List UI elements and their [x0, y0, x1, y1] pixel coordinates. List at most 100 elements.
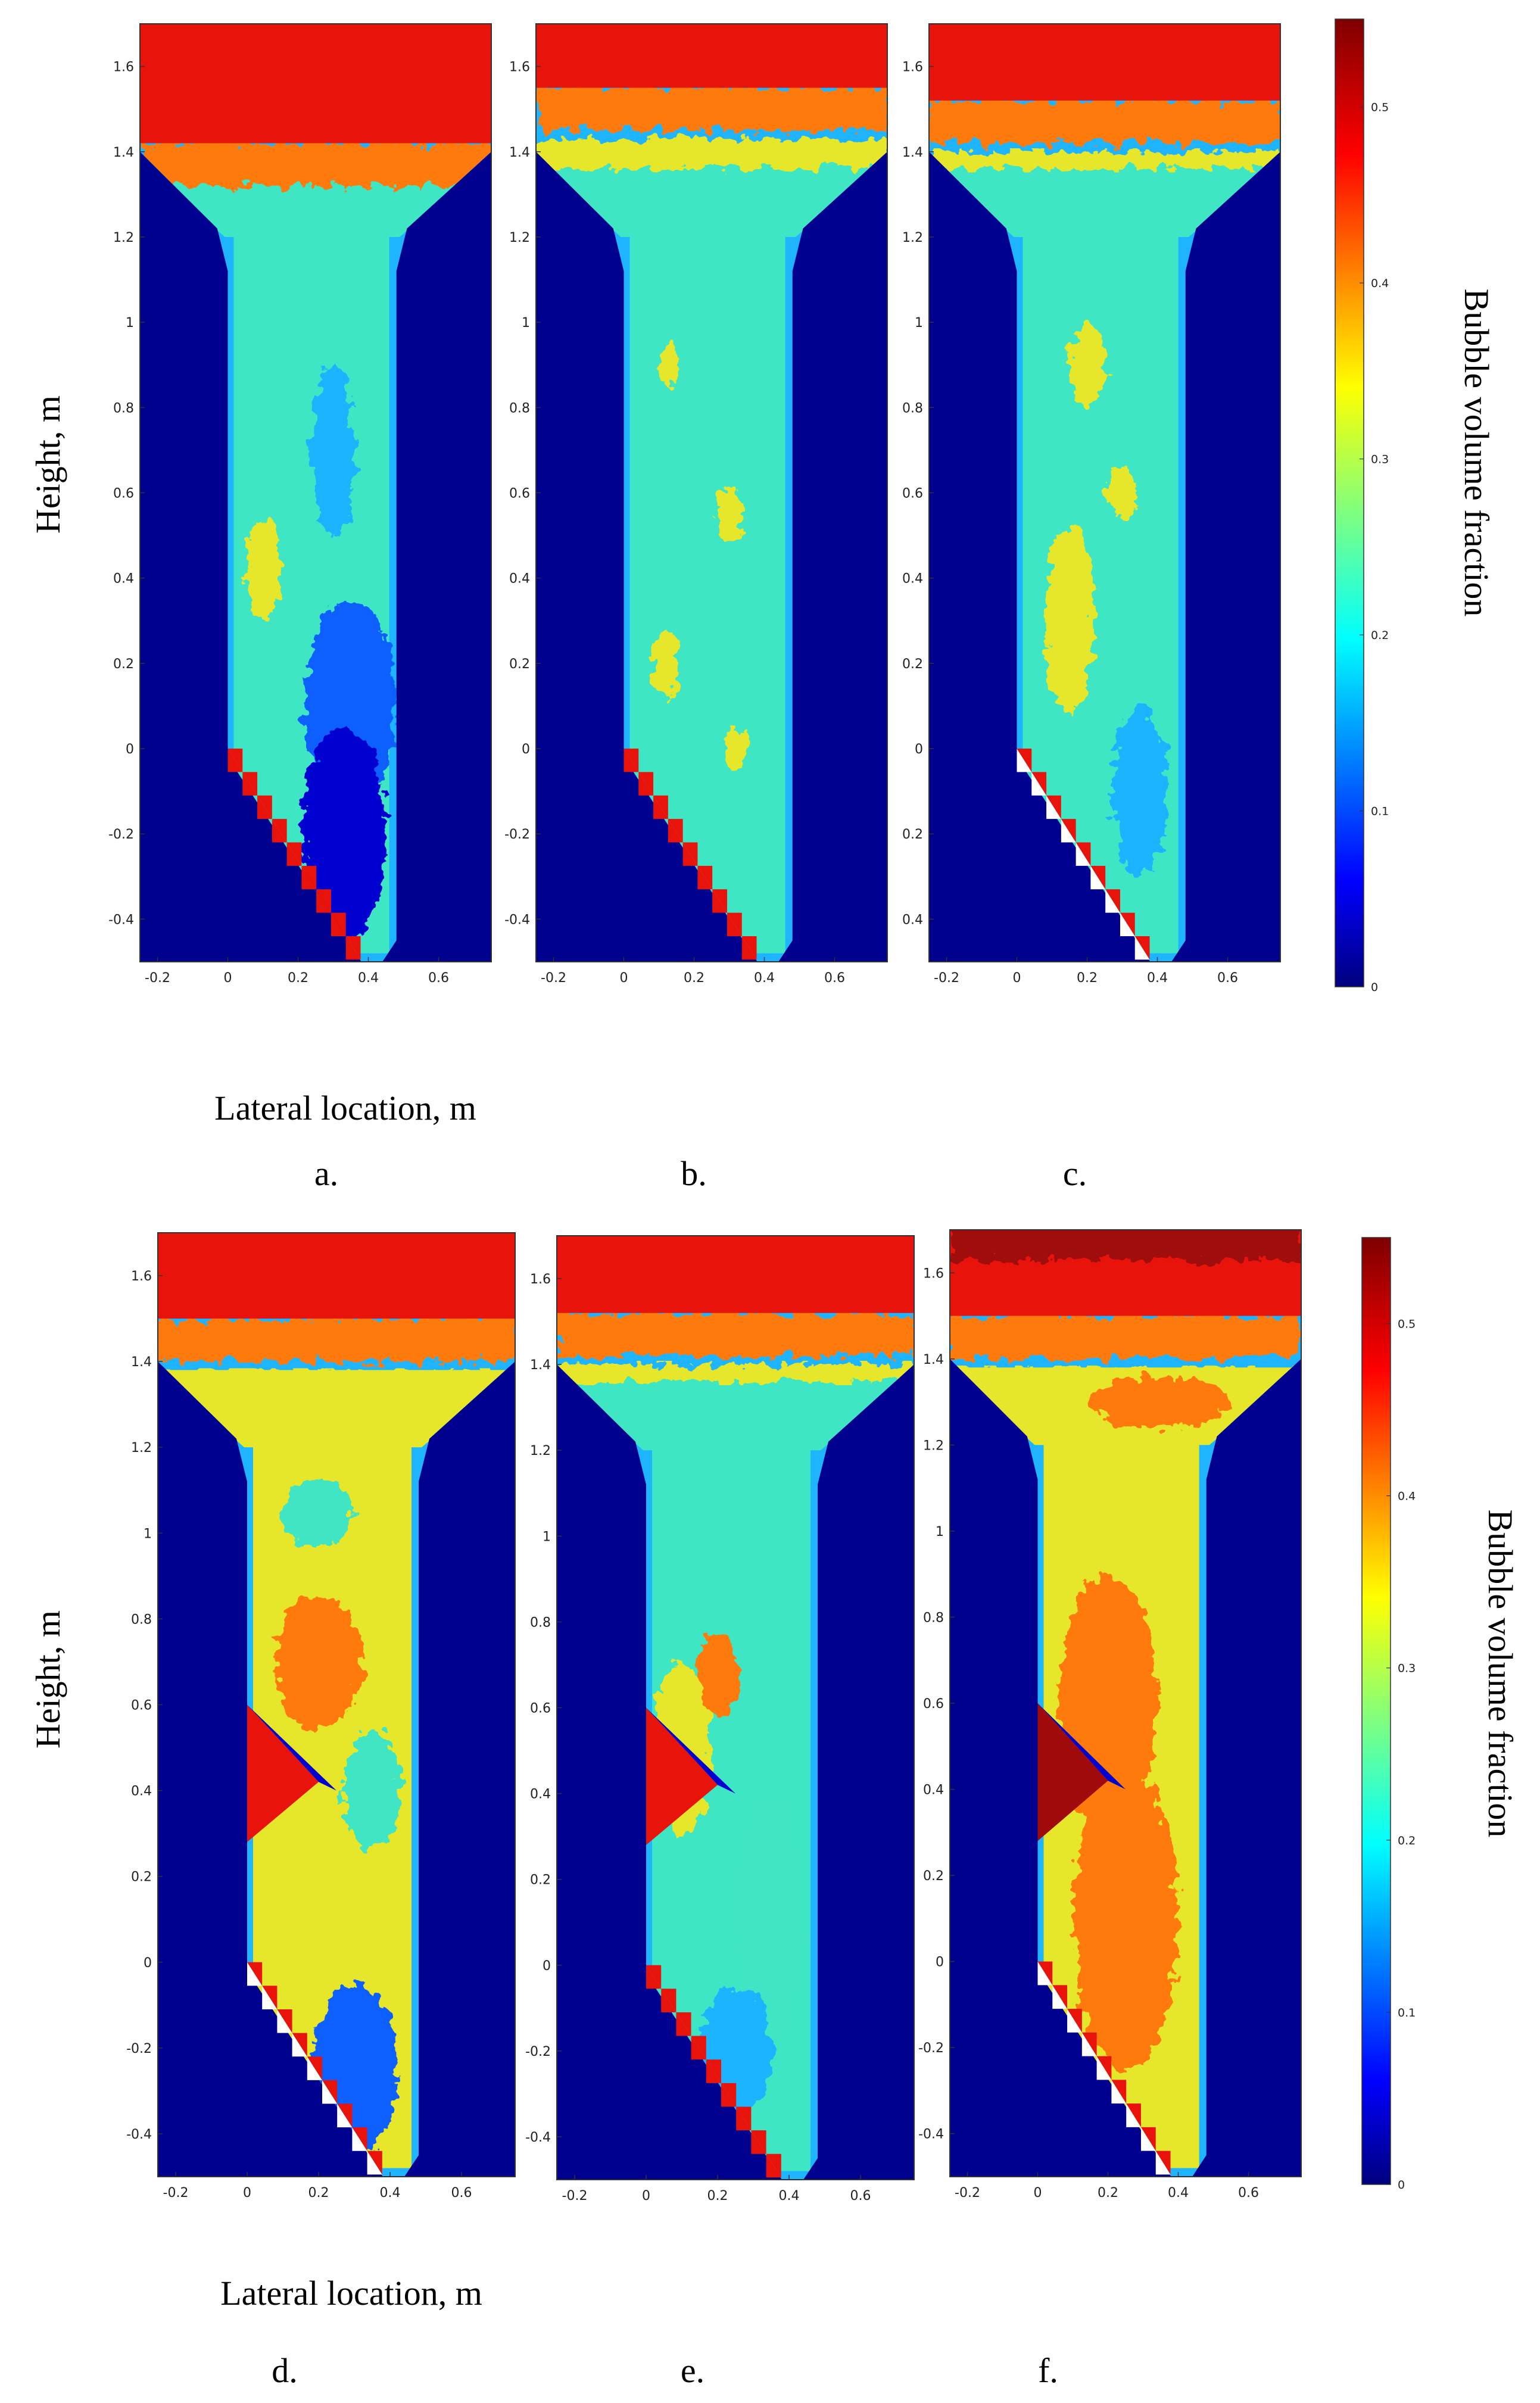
panel-label-d: d. — [272, 2351, 298, 2390]
fraction-blob — [659, 343, 680, 387]
x-tick-label: 0.2 — [288, 971, 308, 986]
lower-baffles — [1037, 1961, 1171, 2175]
baffle-step — [262, 1986, 278, 2010]
y-tick-label: 0.8 — [923, 1610, 944, 1625]
baffle-step — [1046, 795, 1061, 819]
fraction-blob — [1090, 1376, 1231, 1428]
y-tick-label: 0.6 — [113, 487, 134, 501]
y-tick-label: 1.6 — [530, 1272, 551, 1287]
y-tick-label: 0.4 — [131, 1784, 152, 1799]
baffle-step — [653, 795, 668, 819]
y-tick-label: -0.2 — [504, 827, 530, 842]
y-tick-label: 0.6 — [131, 1698, 152, 1713]
x-tick-label: 0.2 — [1077, 971, 1098, 986]
y-tick-label: 0.8 — [131, 1612, 152, 1627]
bed-top — [536, 24, 887, 88]
transition-orange — [950, 1316, 1301, 1359]
panel-label-a: a. — [314, 1154, 338, 1193]
baffle-step — [691, 2036, 706, 2060]
y-tick-label: 0.6 — [530, 1701, 551, 1716]
colorbar-bottom: 0 0.1 0.2 0.3 0.4 0.5 — [1361, 1237, 1416, 2192]
baffle-step — [247, 1962, 263, 1986]
baffle-step — [242, 772, 258, 796]
baffle-step — [262, 1986, 278, 2010]
panel-label-b: b. — [681, 1154, 707, 1193]
fraction-blob — [344, 1730, 401, 1851]
y-tick-label: 0.4 — [509, 572, 530, 587]
baffle-step — [1140, 2127, 1156, 2151]
baffle-step — [712, 889, 727, 913]
baffle-step — [1126, 2103, 1141, 2127]
y-tick-label: 0.2 — [113, 657, 134, 672]
baffle-step — [331, 912, 346, 937]
upper-baffle — [646, 1707, 718, 1846]
y-tick-label: -0.2 — [918, 2041, 944, 2056]
fraction-blob — [651, 629, 680, 698]
y-tick-label: 0.6 — [509, 487, 530, 501]
funnel-fill — [536, 160, 887, 237]
baffle-step — [272, 819, 287, 843]
fraction-blob — [1111, 706, 1168, 877]
transition-orange — [140, 143, 491, 186]
upper-baffle — [1037, 1703, 1108, 1841]
funnel-fill — [557, 1373, 914, 1451]
transition-yellow — [158, 1370, 515, 1379]
x-tick-label: 0.4 — [779, 2189, 800, 2203]
baffle-step — [1090, 865, 1106, 890]
colorbar-label-bottom: Bubble volume fraction — [1481, 1510, 1520, 1838]
funnel-fill — [929, 160, 1280, 237]
baffle-step — [286, 842, 302, 866]
y-tick-label: 0.2 — [530, 1873, 551, 1888]
funnel-fill — [158, 1370, 515, 1448]
panel-label-c: c. — [1063, 1154, 1087, 1193]
bed-top — [158, 1233, 515, 1319]
panel-c: -0.2 0 0.2 0.4 0.6 0.4 0.2 0 0.2 0.4 0.6 0.8 1 1.2 1.4… — [902, 23, 1281, 986]
y-tick-label: 1.2 — [923, 1438, 944, 1453]
y-tick-label: -0.4 — [108, 912, 134, 927]
fraction-blob — [301, 727, 386, 941]
x-tick-label: -0.2 — [541, 971, 566, 986]
baffle-step — [1061, 819, 1076, 843]
x-tick-label: -0.2 — [955, 2186, 980, 2201]
baffle-step — [751, 2130, 766, 2154]
y-tick-label: 1.2 — [509, 230, 530, 245]
lower-baffles — [227, 749, 361, 960]
fraction-blob — [312, 364, 354, 536]
baffle-step — [1126, 2103, 1141, 2127]
baffle-step — [638, 772, 654, 796]
panel-label-f: f. — [1038, 2351, 1058, 2390]
x-tick-label: -0.2 — [145, 971, 170, 986]
xlabel-top: Lateral location, m — [214, 1089, 476, 1127]
colorbar-top: 0 0.1 0.2 0.3 0.4 0.5 — [1335, 18, 1389, 994]
y-tick-label: 0 — [144, 1956, 152, 1971]
x-tick-label: 0 — [642, 2189, 650, 2203]
y-tick-label: 1.2 — [902, 230, 923, 245]
baffle-step — [337, 2103, 353, 2128]
x-tick-label: 0 — [224, 971, 232, 986]
upper-baffle-edge — [247, 1704, 336, 1791]
y-tick-label: 0.8 — [113, 401, 134, 416]
baffle-step — [668, 819, 683, 843]
baffle-step — [1134, 936, 1150, 960]
y-tick-label: 0 — [522, 742, 530, 757]
panel-e: -0.2 0 0.2 0.4 0.6 -0.4 -0.2 0 0.2 0.4 0.6 0.8 1 1.2 1… — [525, 1235, 915, 2203]
baffle-step — [646, 1965, 662, 1989]
x-tick-label: 0 — [243, 2186, 251, 2201]
x-tick-label: -0.2 — [562, 2189, 588, 2203]
colorbar-tick-label: 0 — [1398, 2178, 1405, 2192]
baffle-step — [661, 1989, 677, 2013]
fraction-blob — [1108, 467, 1137, 519]
colorbar-tick-label: 0.5 — [1371, 101, 1389, 114]
transition-orange — [158, 1319, 515, 1362]
y-tick-label: 0.2 — [902, 657, 923, 672]
y-tick-label: 1.2 — [530, 1444, 551, 1458]
colorbar-gradient — [1361, 1237, 1391, 2185]
y-tick-label: 1.4 — [902, 145, 923, 160]
fraction-blob — [276, 1593, 361, 1731]
baffle-step — [257, 795, 272, 819]
y-tick-label: 0.8 — [509, 401, 530, 416]
baffle-step — [257, 795, 272, 819]
colorbar-tick-label: 0 — [1371, 981, 1378, 994]
x-tick-label: 0.2 — [684, 971, 704, 986]
baffle-step — [712, 889, 727, 913]
